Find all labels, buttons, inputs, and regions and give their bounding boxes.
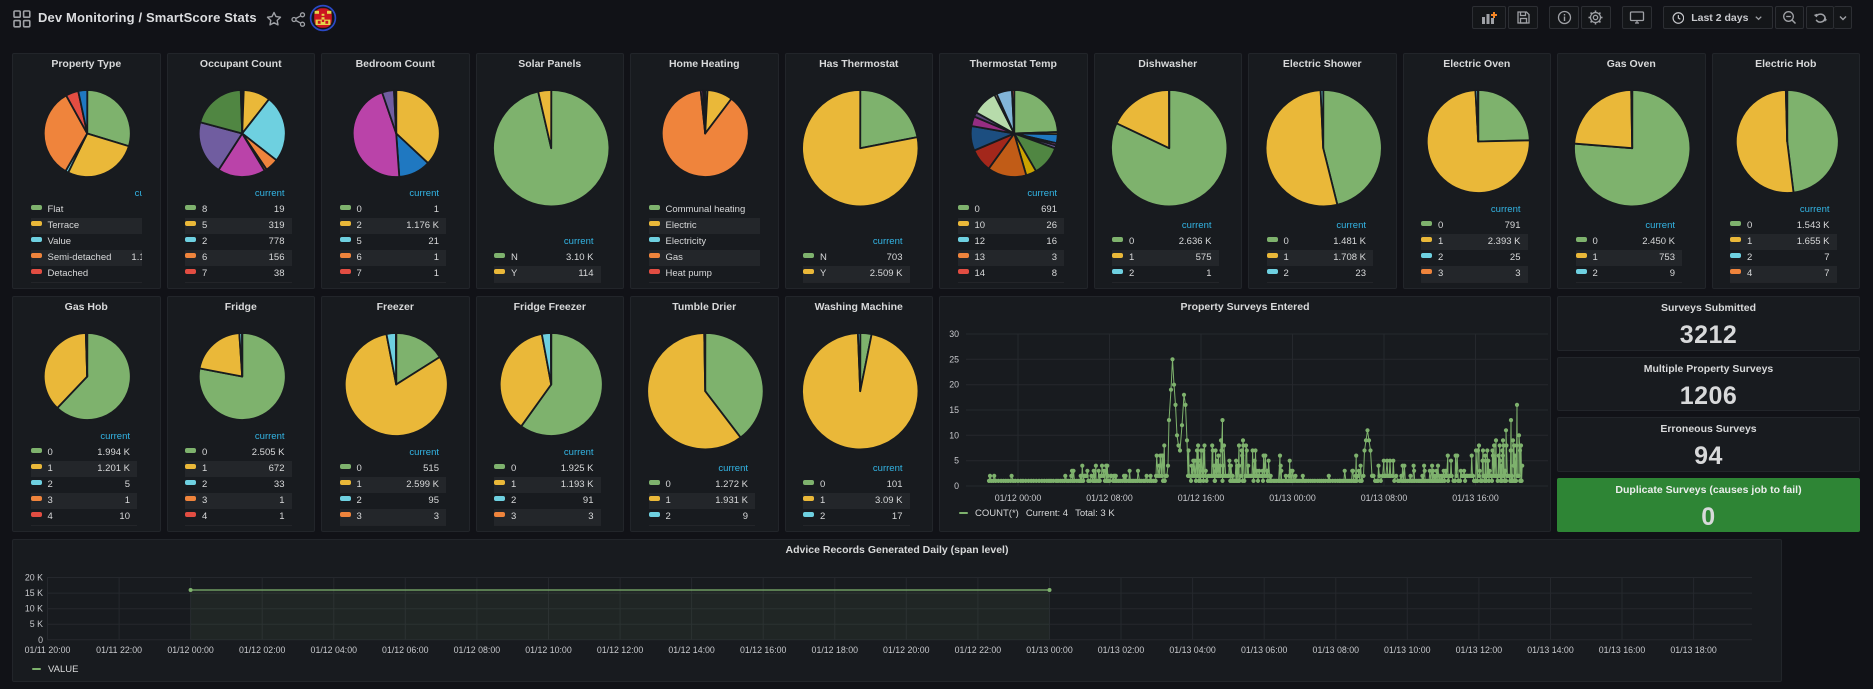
svg-text:15 K: 15 K	[25, 588, 43, 598]
svg-text:5: 5	[954, 456, 959, 466]
svg-text:01/12 06:00: 01/12 06:00	[382, 645, 429, 655]
svg-text:01/11 20:00: 01/11 20:00	[25, 645, 71, 655]
svg-text:5 K: 5 K	[30, 619, 43, 629]
svg-text:20: 20	[949, 380, 959, 390]
svg-text:01/13 16:00: 01/13 16:00	[1599, 645, 1646, 655]
svg-text:01/13 04:00: 01/13 04:00	[1169, 645, 1216, 655]
svg-text:01/12 16:00: 01/12 16:00	[1178, 493, 1225, 503]
svg-text:01/12 10:00: 01/12 10:00	[525, 645, 572, 655]
svg-text:01/13 00:00: 01/13 00:00	[1026, 645, 1073, 655]
svg-text:01/13 00:00: 01/13 00:00	[1269, 493, 1316, 503]
svg-text:30: 30	[949, 329, 959, 339]
svg-text:01/13 08:00: 01/13 08:00	[1361, 493, 1408, 503]
svg-text:01/13 08:00: 01/13 08:00	[1313, 645, 1360, 655]
svg-text:20 K: 20 K	[25, 573, 43, 583]
svg-text:01/12 00:00: 01/12 00:00	[167, 645, 214, 655]
svg-text:0: 0	[954, 481, 959, 491]
svg-text:15: 15	[949, 405, 959, 415]
svg-text:01/12 14:00: 01/12 14:00	[668, 645, 715, 655]
svg-text:01/12 08:00: 01/12 08:00	[454, 645, 501, 655]
svg-text:01/12 20:00: 01/12 20:00	[883, 645, 930, 655]
svg-text:01/12 18:00: 01/12 18:00	[812, 645, 859, 655]
svg-text:01/13 16:00: 01/13 16:00	[1452, 493, 1499, 503]
svg-text:25: 25	[949, 354, 959, 364]
svg-text:01/13 10:00: 01/13 10:00	[1384, 645, 1431, 655]
svg-text:01/13 18:00: 01/13 18:00	[1670, 645, 1717, 655]
svg-text:01/12 02:00: 01/12 02:00	[239, 645, 286, 655]
svg-text:01/13 02:00: 01/13 02:00	[1098, 645, 1145, 655]
svg-text:01/12 16:00: 01/12 16:00	[740, 645, 787, 655]
svg-text:01/11 22:00: 01/11 22:00	[96, 645, 142, 655]
svg-text:01/13 14:00: 01/13 14:00	[1527, 645, 1574, 655]
svg-text:01/12 08:00: 01/12 08:00	[1086, 493, 1133, 503]
svg-text:01/13 12:00: 01/13 12:00	[1456, 645, 1503, 655]
svg-text:01/12 12:00: 01/12 12:00	[597, 645, 644, 655]
svg-text:01/12 00:00: 01/12 00:00	[995, 493, 1042, 503]
svg-text:01/12 22:00: 01/12 22:00	[955, 645, 1002, 655]
svg-text:01/12 04:00: 01/12 04:00	[311, 645, 358, 655]
svg-text:01/13 06:00: 01/13 06:00	[1241, 645, 1288, 655]
svg-text:0: 0	[38, 635, 43, 645]
svg-text:10: 10	[949, 430, 959, 440]
svg-text:10 K: 10 K	[25, 604, 43, 614]
